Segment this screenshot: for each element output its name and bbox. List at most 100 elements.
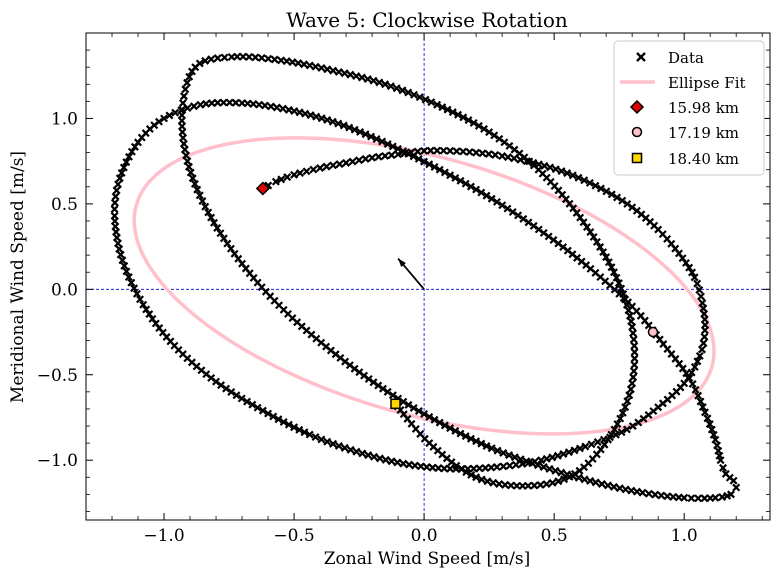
y-tick-label: −1.0 — [37, 451, 78, 471]
data-point — [585, 178, 594, 187]
data-point — [644, 489, 653, 498]
data-point — [127, 147, 136, 156]
data-point — [565, 472, 574, 481]
data-point — [420, 146, 429, 155]
data-point — [713, 441, 722, 450]
data-point — [352, 447, 361, 456]
data-point — [422, 463, 431, 472]
data-point — [430, 162, 439, 171]
data-point — [610, 425, 619, 434]
data-point — [317, 63, 326, 72]
data-point — [329, 66, 338, 75]
data-point — [596, 184, 605, 193]
data-point — [630, 341, 639, 350]
data-point — [487, 444, 496, 453]
data-point — [160, 114, 169, 123]
data-point — [296, 169, 304, 178]
data-point — [346, 445, 355, 454]
data-point — [139, 300, 148, 309]
data-point — [198, 197, 207, 206]
data-point — [288, 58, 297, 67]
plot-frame — [85, 32, 771, 521]
legend-square-icon — [631, 152, 643, 164]
data-point — [452, 147, 461, 156]
data-point — [311, 433, 320, 442]
legend-label-ellipse: Ellipse Fit — [668, 74, 746, 92]
data-point — [372, 135, 381, 144]
data-point — [340, 443, 349, 452]
data-point — [125, 152, 133, 161]
data-point — [178, 99, 187, 108]
data-point — [707, 425, 716, 434]
data-point — [700, 332, 709, 341]
data-point — [127, 278, 136, 287]
data-point — [694, 391, 703, 400]
data-point — [477, 439, 486, 448]
data-point — [342, 158, 351, 167]
data-point — [294, 59, 303, 68]
data-point — [258, 406, 267, 415]
data-point — [284, 420, 293, 429]
data-point — [409, 403, 418, 412]
data-point — [597, 479, 606, 488]
data-point — [112, 233, 121, 242]
data-point — [220, 53, 229, 62]
data-point — [516, 455, 525, 464]
data-point — [361, 154, 370, 163]
data-point — [616, 414, 625, 423]
data-point — [443, 105, 452, 114]
data-point — [651, 490, 660, 499]
data-point — [438, 103, 447, 112]
data-point — [266, 102, 275, 111]
data-point — [536, 480, 545, 489]
data-point — [245, 52, 254, 61]
data-point — [459, 113, 468, 122]
data-point — [581, 442, 590, 451]
data-point — [617, 428, 626, 437]
x-tick-label: −0.5 — [273, 526, 314, 546]
data-point — [270, 55, 279, 64]
data-point — [317, 114, 326, 123]
data-point — [361, 130, 370, 139]
legend-box — [613, 40, 765, 176]
data-point — [492, 197, 501, 206]
data-point — [185, 162, 193, 171]
data-point — [626, 385, 635, 394]
data-point — [719, 463, 728, 472]
data-point — [309, 165, 318, 174]
data-point — [622, 300, 631, 309]
data-point — [628, 322, 637, 331]
chart-title: Wave 5: Clockwise Rotation — [286, 8, 568, 32]
data-point — [114, 180, 123, 189]
data-point — [278, 104, 287, 113]
data-point — [277, 56, 286, 65]
data-point — [546, 163, 555, 172]
data-point — [110, 211, 119, 220]
data-point — [507, 481, 515, 490]
data-point — [669, 492, 678, 501]
data-point — [557, 167, 566, 176]
data-point — [709, 430, 718, 439]
data-point — [290, 107, 299, 116]
data-point — [629, 335, 638, 344]
data-point — [219, 98, 228, 107]
data-point — [596, 243, 605, 251]
data-point — [334, 119, 343, 128]
data-point — [629, 373, 638, 382]
data-point — [387, 151, 396, 160]
data-point — [514, 211, 523, 220]
data-point — [607, 263, 616, 272]
data-point — [334, 441, 343, 450]
data-point — [553, 451, 562, 460]
data-point — [350, 125, 359, 134]
data-point — [472, 437, 481, 446]
data-point — [621, 485, 630, 494]
data-point — [490, 131, 499, 140]
data-point — [621, 295, 630, 304]
data-point — [504, 153, 512, 162]
data-point — [533, 461, 542, 470]
data-point — [122, 267, 131, 276]
data-point — [374, 152, 383, 161]
data-point — [355, 156, 364, 165]
data-point — [591, 181, 600, 190]
